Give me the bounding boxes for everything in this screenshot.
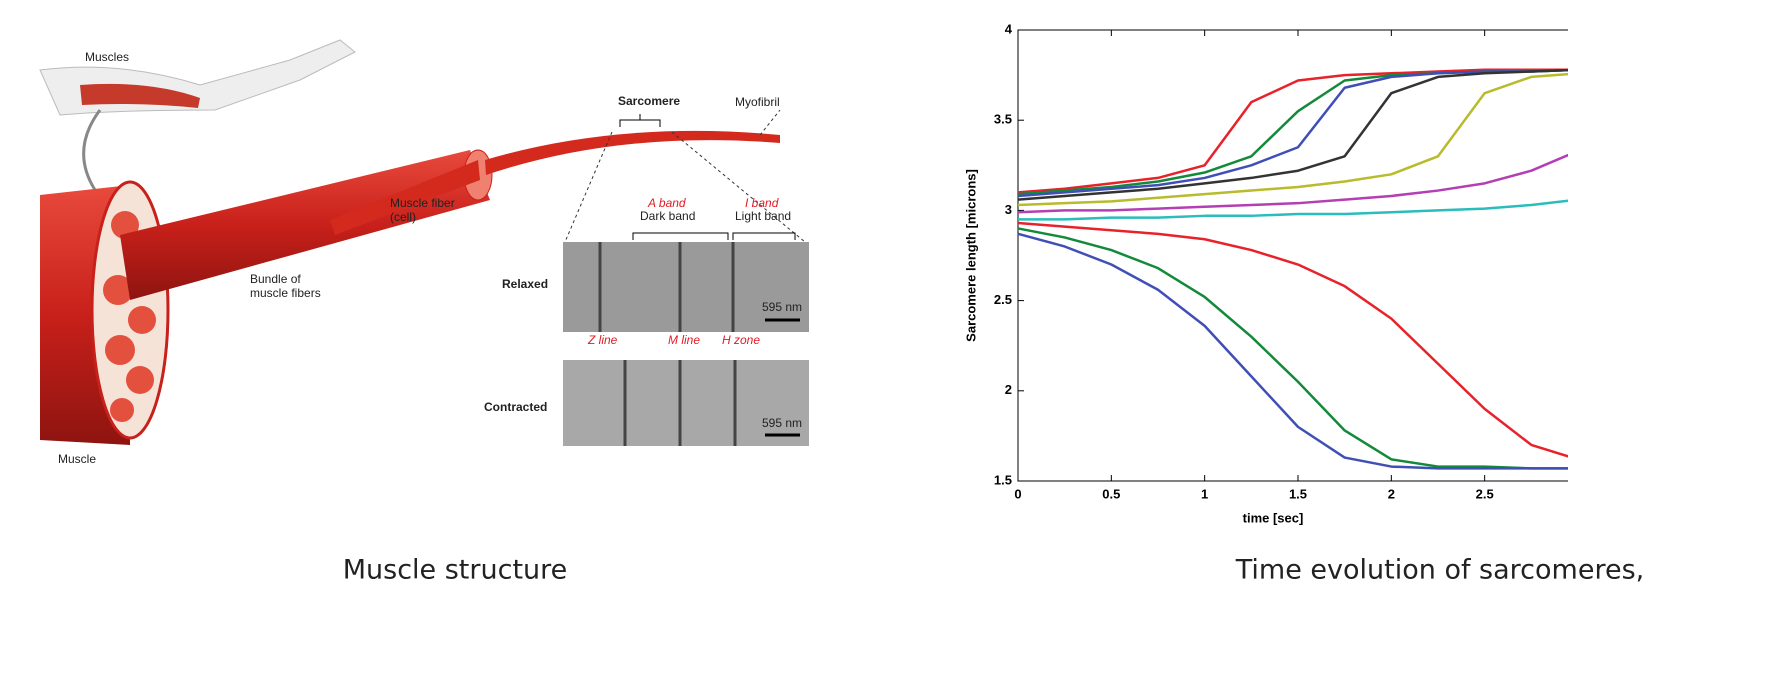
series-line xyxy=(1018,234,1578,469)
label: Bundle of xyxy=(250,272,301,286)
caption: Time evolution of sarcomeres, xyxy=(1235,555,1644,586)
y-tick-label: 1.5 xyxy=(994,472,1012,487)
label: H zone xyxy=(722,333,760,347)
y-tick-label: 4 xyxy=(1005,21,1013,36)
label: Contracted xyxy=(484,400,547,414)
x-tick-label: 0.5 xyxy=(1102,486,1120,501)
label: Muscle xyxy=(58,452,96,466)
label: M line xyxy=(668,333,700,347)
label: 595 nm xyxy=(762,300,802,314)
x-tick-label: 2.5 xyxy=(1476,486,1494,501)
label: Sarcomere xyxy=(618,94,680,108)
label: 595 nm xyxy=(762,416,802,430)
x-tick-label: 1.5 xyxy=(1289,486,1307,501)
label: Light band xyxy=(735,209,791,223)
sarcomere-bracket xyxy=(620,114,660,127)
slide: Muscles Sarcomere Myofibril Muscle fiber… xyxy=(0,0,1778,677)
plot-frame xyxy=(1018,30,1578,481)
series-line xyxy=(1018,223,1578,459)
label: (cell) xyxy=(390,210,416,224)
chart: 1.5 2 2.5 3 3.5 4 0 0.5 1 1.5 2 2.5 time [sec] Sarcom… xyxy=(963,21,1578,525)
myofibril xyxy=(485,131,780,175)
label: I band xyxy=(745,196,779,210)
label: Myofibril xyxy=(735,95,780,109)
y-tick-label: 3 xyxy=(1005,202,1012,217)
x-tick-label: 1 xyxy=(1201,486,1208,501)
x-tick-label: 2 xyxy=(1388,486,1395,501)
bundle xyxy=(120,150,490,300)
label: Relaxed xyxy=(502,277,548,291)
arrow xyxy=(84,110,100,190)
illustration: Muscles Sarcomere Myofibril Muscle fiber… xyxy=(40,40,809,586)
label: A band xyxy=(647,196,686,210)
label: Muscles xyxy=(85,50,129,64)
label: Dark band xyxy=(640,209,695,223)
series-line xyxy=(1018,70,1578,194)
band-brackets xyxy=(633,233,795,240)
caption: Muscle structure xyxy=(343,555,568,586)
label: muscle fibers xyxy=(250,286,321,300)
label: Z line xyxy=(587,333,618,347)
contracted-image xyxy=(563,360,809,446)
y-tick-label: 3.5 xyxy=(994,112,1012,127)
x-tick-label: 0 xyxy=(1014,486,1021,501)
series-line xyxy=(1018,151,1578,212)
label: Muscle fiber xyxy=(390,196,455,210)
series-line xyxy=(1018,70,1578,193)
y-axis-label: Sarcomere length [microns] xyxy=(963,169,978,342)
y-tick-label: 2 xyxy=(1005,382,1012,397)
y-tick-label: 2.5 xyxy=(994,292,1012,307)
x-axis-label: time [sec] xyxy=(1243,510,1304,525)
